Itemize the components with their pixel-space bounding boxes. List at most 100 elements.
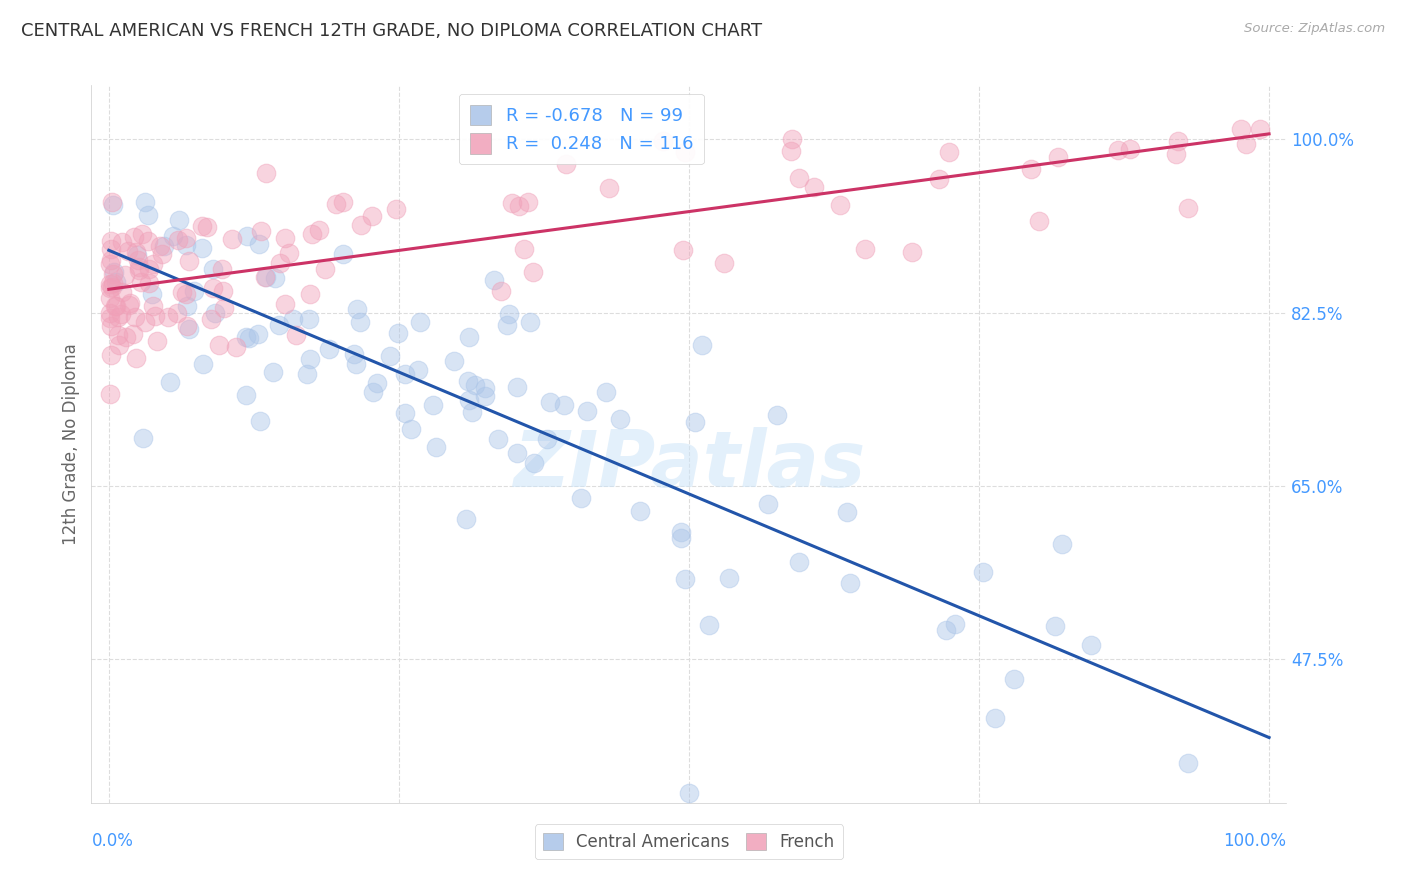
Point [1080, 638, 1102, 652]
Point [100, 318, 122, 333]
Point [100, 348, 122, 362]
Point [935, 623, 957, 637]
Point [183, 285, 205, 299]
Point [235, 330, 257, 344]
Point [103, 276, 125, 290]
Point [98, 281, 121, 295]
Point [179, 322, 201, 336]
Point [766, 408, 789, 422]
Point [1177, 201, 1199, 215]
Point [177, 253, 200, 268]
Point [1119, 142, 1142, 156]
Point [498, 307, 520, 321]
Point [1028, 213, 1050, 227]
Point [457, 375, 479, 389]
Point [575, 404, 598, 418]
Text: 0.0%: 0.0% [91, 831, 134, 849]
Point [308, 223, 330, 237]
Point [495, 318, 517, 333]
Point [269, 256, 291, 270]
Point [125, 351, 148, 365]
Point [131, 227, 153, 242]
Point [122, 230, 145, 244]
Point [100, 242, 122, 256]
Point [672, 243, 695, 257]
Point [837, 505, 859, 519]
Point [1249, 122, 1271, 136]
Point [474, 389, 496, 403]
Point [486, 433, 509, 447]
Point [673, 145, 696, 159]
Point [1019, 162, 1042, 177]
Point [103, 265, 125, 279]
Point [598, 181, 620, 195]
Point [162, 229, 184, 244]
Point [464, 377, 486, 392]
Point [107, 328, 129, 343]
Y-axis label: 12th Grade, No Diploma: 12th Grade, No Diploma [62, 343, 80, 545]
Point [501, 195, 523, 210]
Point [124, 245, 146, 260]
Point [803, 180, 825, 194]
Point [150, 247, 173, 261]
Point [516, 194, 538, 209]
Point [247, 237, 270, 252]
Point [285, 328, 308, 343]
Point [1177, 756, 1199, 771]
Text: Source: ZipAtlas.com: Source: ZipAtlas.com [1244, 22, 1385, 36]
Point [1167, 134, 1189, 148]
Point [838, 576, 860, 591]
Point [122, 326, 145, 341]
Point [360, 209, 382, 223]
Point [278, 246, 301, 260]
Point [1230, 122, 1253, 136]
Point [522, 265, 544, 279]
Point [972, 565, 994, 579]
Point [295, 367, 318, 381]
Point [380, 349, 402, 363]
Text: 100.0%: 100.0% [1223, 831, 1286, 849]
Point [101, 195, 124, 210]
Point [108, 338, 131, 352]
Point [124, 310, 146, 324]
Point [191, 241, 214, 255]
Point [1002, 672, 1025, 686]
Point [136, 208, 159, 222]
Point [522, 456, 544, 470]
Point [673, 573, 696, 587]
Point [628, 504, 651, 518]
Point [697, 618, 720, 632]
Point [208, 338, 231, 352]
Point [457, 329, 479, 343]
Point [143, 310, 166, 324]
Point [718, 571, 741, 585]
Point [204, 306, 226, 320]
Point [98, 291, 121, 305]
Point [129, 276, 152, 290]
Point [782, 132, 804, 146]
Point [513, 242, 536, 256]
Point [138, 276, 160, 290]
Point [669, 524, 692, 539]
Point [325, 196, 347, 211]
Point [943, 616, 966, 631]
Point [211, 262, 233, 277]
Point [571, 491, 593, 505]
Point [103, 198, 125, 212]
Point [193, 357, 215, 371]
Point [98, 257, 121, 271]
Point [138, 262, 160, 277]
Point [713, 255, 735, 269]
Point [131, 431, 153, 445]
Point [474, 381, 496, 395]
Point [98, 306, 121, 320]
Point [595, 384, 617, 399]
Point [491, 284, 513, 298]
Point [100, 280, 122, 294]
Point [191, 219, 214, 233]
Point [104, 299, 127, 313]
Point [201, 280, 224, 294]
Point [314, 261, 336, 276]
Point [1234, 137, 1257, 152]
Point [346, 301, 368, 316]
